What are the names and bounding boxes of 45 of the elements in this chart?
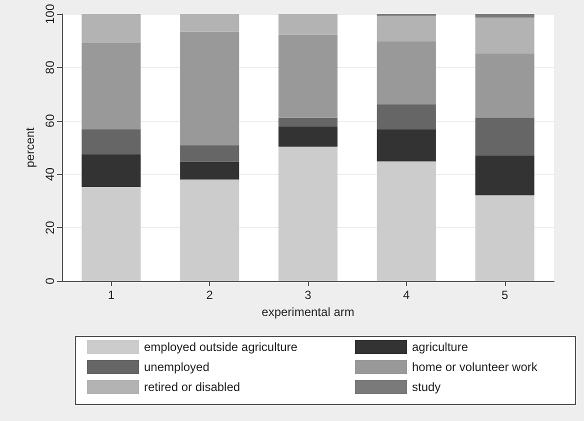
bar xyxy=(376,104,436,130)
y-tick-label: 20 xyxy=(43,220,57,234)
bar xyxy=(278,126,338,147)
bar xyxy=(475,53,534,118)
bar xyxy=(278,34,338,118)
bar xyxy=(278,14,338,35)
bar xyxy=(376,129,436,162)
x-tick-label: 2 xyxy=(206,288,214,302)
bar xyxy=(376,16,436,42)
bar xyxy=(180,145,240,162)
bar xyxy=(376,42,436,105)
bar xyxy=(82,14,141,43)
bar xyxy=(475,17,534,54)
bar xyxy=(475,155,534,196)
bar xyxy=(180,180,240,281)
legend-label: home or volunteer work xyxy=(412,360,538,374)
legend-label: unemployed xyxy=(144,360,210,374)
bar xyxy=(475,14,534,18)
bar xyxy=(278,146,338,281)
y-tick-label: 40 xyxy=(43,167,57,181)
y-tick-label: 80 xyxy=(43,60,57,74)
x-axis-title: experimental arm xyxy=(262,304,354,319)
x-tick-label: 3 xyxy=(304,288,312,302)
bar xyxy=(180,32,240,146)
bar xyxy=(82,42,141,130)
bar xyxy=(180,14,240,32)
bar xyxy=(82,154,141,188)
y-axis-title: percent xyxy=(23,126,38,168)
bar xyxy=(475,195,534,281)
legend-label: study xyxy=(412,380,441,394)
bar xyxy=(82,187,141,281)
y-tick-label: 0 xyxy=(43,277,57,284)
y-tick-label: 100 xyxy=(43,4,57,24)
bar xyxy=(278,118,338,126)
legend-label: retired or disabled xyxy=(144,380,240,394)
bar xyxy=(475,118,534,156)
legend-label: agriculture xyxy=(412,340,468,354)
bar xyxy=(82,129,141,154)
x-tick-label: 4 xyxy=(403,288,410,302)
x-tick-label: 1 xyxy=(108,288,115,302)
y-tick-label: 60 xyxy=(43,114,57,128)
bar xyxy=(376,161,436,281)
legend-label: employed outside agriculture xyxy=(144,340,298,354)
x-tick-label: 5 xyxy=(501,288,508,302)
bar xyxy=(180,162,240,180)
